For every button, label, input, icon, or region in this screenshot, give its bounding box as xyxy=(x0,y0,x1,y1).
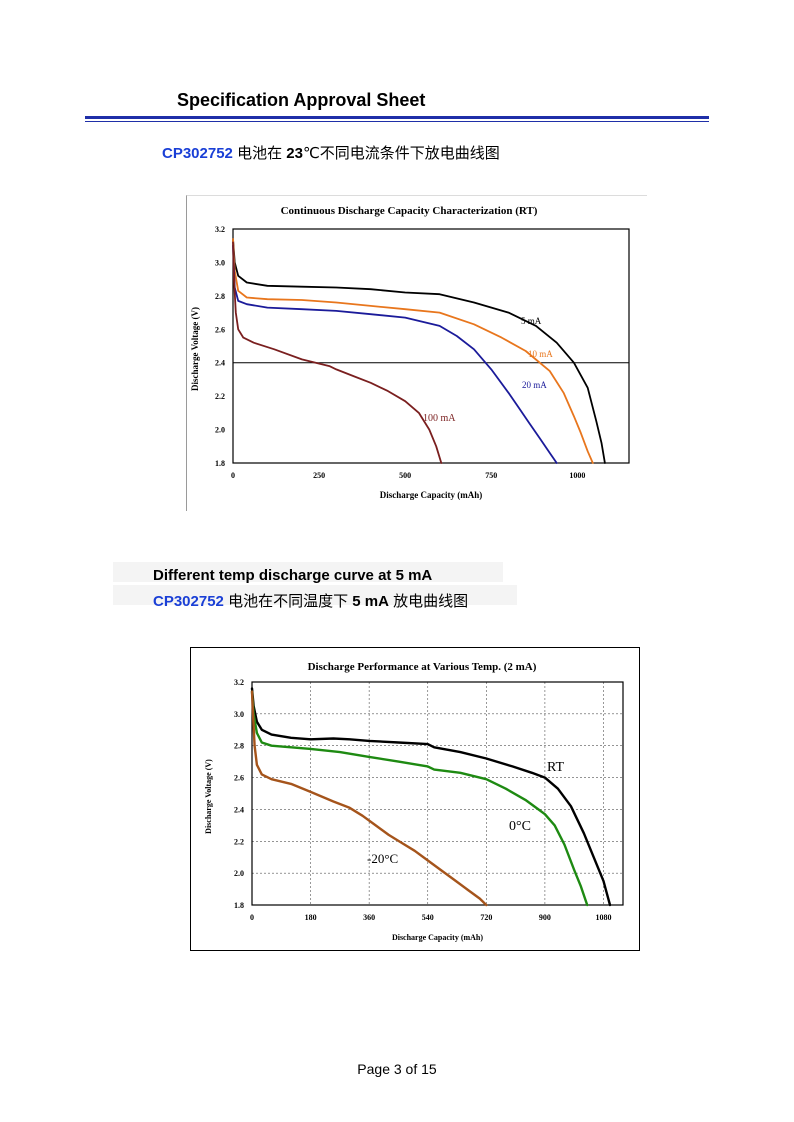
chart1-series-label: 20 mA xyxy=(522,380,547,390)
chart2-y-tick-label: 2.8 xyxy=(234,742,244,751)
chart1-y-axis-label: Discharge Voltage (V) xyxy=(190,307,200,391)
section1-temp: 23 xyxy=(286,145,303,162)
chart2-y-tick-label: 2.4 xyxy=(234,805,244,814)
chart1-x-tick-label: 1000 xyxy=(569,471,585,480)
chart2-y-tick-label: 3.2 xyxy=(234,678,244,687)
chart1-x-tick-label: 250 xyxy=(313,471,325,480)
chart2-x-tick-label: 0 xyxy=(250,913,254,922)
chart1-y-tick-label: 2.4 xyxy=(215,359,225,368)
document-header-title: Specification Approval Sheet xyxy=(177,90,426,110)
chart1-x-tick-label: 500 xyxy=(399,471,411,480)
chart1-series-line xyxy=(232,244,558,464)
chart2-y-tick-label: 3.0 xyxy=(234,710,244,719)
chart2-series-label: -20°C xyxy=(367,851,398,866)
chart1-title: Continuous Discharge Capacity Characteri… xyxy=(281,205,538,217)
caption-shade xyxy=(113,585,517,605)
chart2-x-tick-label: 900 xyxy=(539,913,551,922)
chart1-plot-frame xyxy=(232,228,630,464)
chart1-y-tick-label: 1.8 xyxy=(215,459,225,468)
chart1-x-axis-label: Discharge Capacity (mAh) xyxy=(380,490,483,500)
chart1-y-tick-label: 3.2 xyxy=(215,225,225,234)
chart1-frame: Continuous Discharge Capacity Characteri… xyxy=(186,195,647,511)
chart2-series-line xyxy=(250,690,589,907)
section2-heading: Different temp discharge curve at 5 mA xyxy=(153,567,433,584)
chart1-series-label: 10 mA xyxy=(528,349,553,359)
chart2-x-tick-label: 180 xyxy=(305,913,317,922)
section1-text-b: ℃不同电流条件下放电曲线图 xyxy=(302,145,500,162)
chart2-x-tick-label: 360 xyxy=(363,913,375,922)
chart2-title: Discharge Performance at Various Temp. (… xyxy=(308,661,537,673)
heading-shade xyxy=(113,562,503,582)
chart1-series-label: 100 mA xyxy=(423,413,456,424)
chart2-svg: Discharge Performance at Various Temp. (… xyxy=(204,661,624,942)
chart2-x-tick-label: 720 xyxy=(480,913,492,922)
chart1-y-tick-label: 2.0 xyxy=(215,426,225,435)
section1-caption: CP302752 电池在 23℃不同电流条件下放电曲线图 xyxy=(162,142,500,163)
section2-caption: CP302752 电池在不同温度下 5 mA 放电曲线图 xyxy=(153,590,468,611)
chart1-series-line xyxy=(232,241,443,464)
chart2-y-axis-label: Discharge Voltage (V) xyxy=(204,759,213,834)
chart1-svg: Continuous Discharge Capacity Characteri… xyxy=(190,205,630,500)
chart2-series-label: 0°C xyxy=(509,819,531,834)
chart1-y-tick-label: 2.6 xyxy=(215,325,225,334)
chart2-x-axis-label: Discharge Capacity (mAh) xyxy=(392,933,483,942)
chart2-y-tick-label: 1.8 xyxy=(234,901,244,910)
section1-text-a: 电池在 xyxy=(232,145,287,162)
chart1-x-tick-label: 0 xyxy=(231,471,235,480)
header-rule-thick xyxy=(85,116,709,119)
chart2-series-label: RT xyxy=(547,760,564,775)
chart2-plot-frame xyxy=(251,681,624,906)
section2-current: 5 mA xyxy=(352,593,389,610)
chart2-y-tick-label: 2.6 xyxy=(234,774,244,783)
header-rule-thin xyxy=(85,121,709,122)
chart2-frame: Discharge Performance at Various Temp. (… xyxy=(190,647,640,951)
chart1-y-tick-label: 3.0 xyxy=(215,258,225,267)
chart1-y-tick-label: 2.2 xyxy=(215,392,225,401)
chart1-series-label: 5 mA xyxy=(521,316,542,326)
chart1-series-line xyxy=(232,238,606,464)
chart1-series-line xyxy=(232,238,594,464)
section2-text-a: 电池在不同温度下 xyxy=(223,593,353,610)
section2-model: CP302752 xyxy=(153,593,224,610)
chart2-series-line xyxy=(250,687,612,907)
chart2-x-tick-label: 1080 xyxy=(595,913,611,922)
chart1-y-tick-label: 2.8 xyxy=(215,292,225,301)
section2-text-b: 放电曲线图 xyxy=(388,593,469,610)
chart1-x-tick-label: 750 xyxy=(485,471,497,480)
section1-model: CP302752 xyxy=(162,145,233,162)
chart2-series-line xyxy=(250,690,488,907)
page-number: Page 3 of 15 xyxy=(357,1061,437,1077)
chart2-x-tick-label: 540 xyxy=(422,913,434,922)
chart2-y-tick-label: 2.2 xyxy=(234,837,244,846)
chart2-y-tick-label: 2.0 xyxy=(234,869,244,878)
